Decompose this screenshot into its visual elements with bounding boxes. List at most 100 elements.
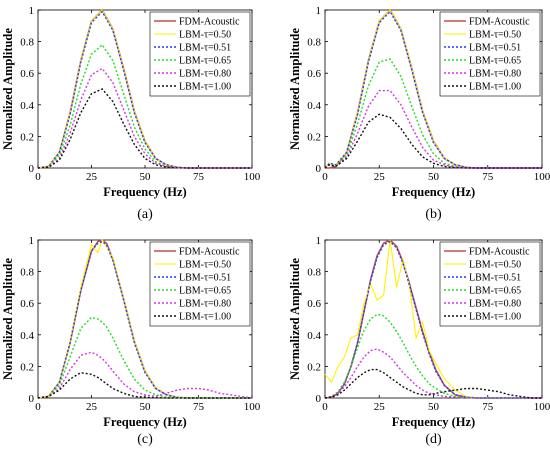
y-axis-label: Normalized Amplitude xyxy=(288,28,302,150)
y-tick-label: 0.6 xyxy=(20,298,34,310)
x-tick-label: 50 xyxy=(140,401,152,413)
legend-entry: LBM-τ=0.50 xyxy=(469,260,521,271)
x-tick-label: 50 xyxy=(428,171,440,183)
x-tick-label: 0 xyxy=(322,401,328,413)
legend-entry: LBM-τ=0.65 xyxy=(179,56,231,67)
y-tick-label: 0.2 xyxy=(20,131,34,143)
legend-entry: LBM-τ=0.65 xyxy=(469,286,521,297)
x-tick-label: 100 xyxy=(534,401,550,413)
legend-entry: LBM-τ=1.00 xyxy=(469,82,521,93)
y-tick-label: 0.4 xyxy=(20,330,34,342)
x-axis-label: Frequency (Hz) xyxy=(103,185,186,199)
series-line xyxy=(37,240,252,399)
panel-label: (c) xyxy=(137,432,153,447)
y-tick-label: 0.4 xyxy=(307,330,321,342)
legend-entry: FDM-Acoustic xyxy=(179,17,240,28)
y-tick-label: 1 xyxy=(316,5,322,17)
x-tick-label: 100 xyxy=(244,171,261,183)
y-tick-label: 0.8 xyxy=(20,267,34,279)
y-axis-label: Normalized Amplitude xyxy=(1,28,15,150)
legend-entry: LBM-τ=1.00 xyxy=(469,312,521,323)
y-tick-label: 1 xyxy=(316,235,322,247)
chart-panel: 0 25 50 75 100 0 0.2 0.4 0.6 0.8 1 FDM-Acoustic LBM-… xyxy=(1,235,261,447)
x-axis-label: Frequency (Hz) xyxy=(392,185,475,199)
series-line xyxy=(324,89,542,169)
x-tick-label: 25 xyxy=(374,171,386,183)
legend-entry: LBM-τ=1.00 xyxy=(179,312,231,323)
legend: FDM-Acoustic LBM-τ=0.50 LBM-τ=0.51 LBM-τ=0.… xyxy=(149,11,251,97)
x-tick-label: 0 xyxy=(35,401,41,413)
legend-entry: LBM-τ=0.80 xyxy=(179,69,231,80)
y-tick-label: 0.8 xyxy=(307,267,321,279)
y-axis-label: Normalized Amplitude xyxy=(288,258,302,380)
y-tick-label: 0 xyxy=(316,163,322,175)
legend-entry: LBM-τ=0.65 xyxy=(469,56,521,67)
x-tick-label: 0 xyxy=(322,171,328,183)
y-tick-label: 1 xyxy=(29,5,35,17)
legend-entry: LBM-τ=1.00 xyxy=(179,82,231,93)
legend-entry: LBM-τ=0.51 xyxy=(179,43,231,54)
x-tick-label: 25 xyxy=(374,401,386,413)
legend-box xyxy=(149,11,251,97)
y-tick-label: 0 xyxy=(29,393,35,405)
y-tick-label: 0.2 xyxy=(307,361,321,373)
legend-entry: FDM-Acoustic xyxy=(469,17,530,28)
series-line xyxy=(37,88,252,169)
legend-entry: LBM-τ=0.65 xyxy=(179,286,231,297)
legend-box xyxy=(439,241,541,327)
legend: FDM-Acoustic LBM-τ=0.50 LBM-τ=0.51 LBM-τ=0.… xyxy=(149,241,251,327)
series-line xyxy=(324,313,542,399)
series-line xyxy=(324,10,542,169)
x-tick-label: 50 xyxy=(140,171,152,183)
series-line xyxy=(324,368,542,399)
y-tick-label: 0 xyxy=(29,163,35,175)
x-tick-label: 75 xyxy=(482,401,494,413)
series-line xyxy=(324,348,542,399)
y-tick-label: 0.6 xyxy=(307,68,321,80)
y-tick-label: 0.6 xyxy=(20,68,34,80)
y-tick-label: 0.8 xyxy=(20,37,34,49)
x-axis-label: Frequency (Hz) xyxy=(392,415,475,429)
y-tick-label: 0.4 xyxy=(20,100,34,112)
panel-label: (b) xyxy=(425,207,442,222)
series-line xyxy=(37,43,252,169)
x-tick-label: 50 xyxy=(428,401,440,413)
legend-entry: LBM-τ=0.50 xyxy=(179,260,231,271)
legend-entry: LBM-τ=0.80 xyxy=(469,69,521,80)
y-axis-label: Normalized Amplitude xyxy=(1,258,15,380)
series-line xyxy=(37,371,252,399)
legend-entry: LBM-τ=0.51 xyxy=(179,273,231,284)
x-tick-label: 75 xyxy=(193,401,205,413)
legend-box xyxy=(149,241,251,327)
series-line xyxy=(37,351,253,399)
x-tick-label: 25 xyxy=(86,171,98,183)
x-axis-label: Frequency (Hz) xyxy=(103,415,186,429)
x-tick-label: 0 xyxy=(35,171,41,183)
y-tick-label: 0 xyxy=(316,393,322,405)
y-tick-label: 0.8 xyxy=(307,37,321,49)
y-tick-label: 0.2 xyxy=(307,131,321,143)
x-tick-label: 75 xyxy=(193,171,205,183)
legend-entry: LBM-τ=0.50 xyxy=(469,30,521,41)
chart-panel: 0 25 50 75 100 0 0.2 0.4 0.6 0.8 1 FDM-Acoustic LBM-… xyxy=(288,5,550,222)
legend-entry: FDM-Acoustic xyxy=(179,247,240,258)
legend-box xyxy=(439,11,541,97)
chart-panel: 0 25 50 75 100 0 0.2 0.4 0.6 0.8 1 FDM-Acoustic LBM-… xyxy=(1,5,261,222)
x-tick-label: 75 xyxy=(482,171,494,183)
legend: FDM-Acoustic LBM-τ=0.50 LBM-τ=0.51 LBM-τ=0.… xyxy=(439,241,541,327)
x-tick-label: 100 xyxy=(534,171,550,183)
x-tick-label: 100 xyxy=(244,401,261,413)
y-tick-label: 0.4 xyxy=(307,100,321,112)
legend: FDM-Acoustic LBM-τ=0.50 LBM-τ=0.51 LBM-τ=0.… xyxy=(439,11,541,97)
y-tick-label: 0.6 xyxy=(307,298,321,310)
chart-panel: 0 25 50 75 100 0 0.2 0.4 0.6 0.8 1 FDM-Acoustic LBM-… xyxy=(288,235,550,447)
y-tick-label: 1 xyxy=(29,235,35,247)
legend-entry: FDM-Acoustic xyxy=(469,247,530,258)
legend-entry: LBM-τ=0.80 xyxy=(179,299,231,310)
legend-entry: LBM-τ=0.50 xyxy=(179,30,231,41)
panel-label: (d) xyxy=(425,432,442,447)
legend-entry: LBM-τ=0.51 xyxy=(469,43,521,54)
legend-entry: LBM-τ=0.80 xyxy=(469,299,521,310)
x-tick-label: 25 xyxy=(86,401,98,413)
